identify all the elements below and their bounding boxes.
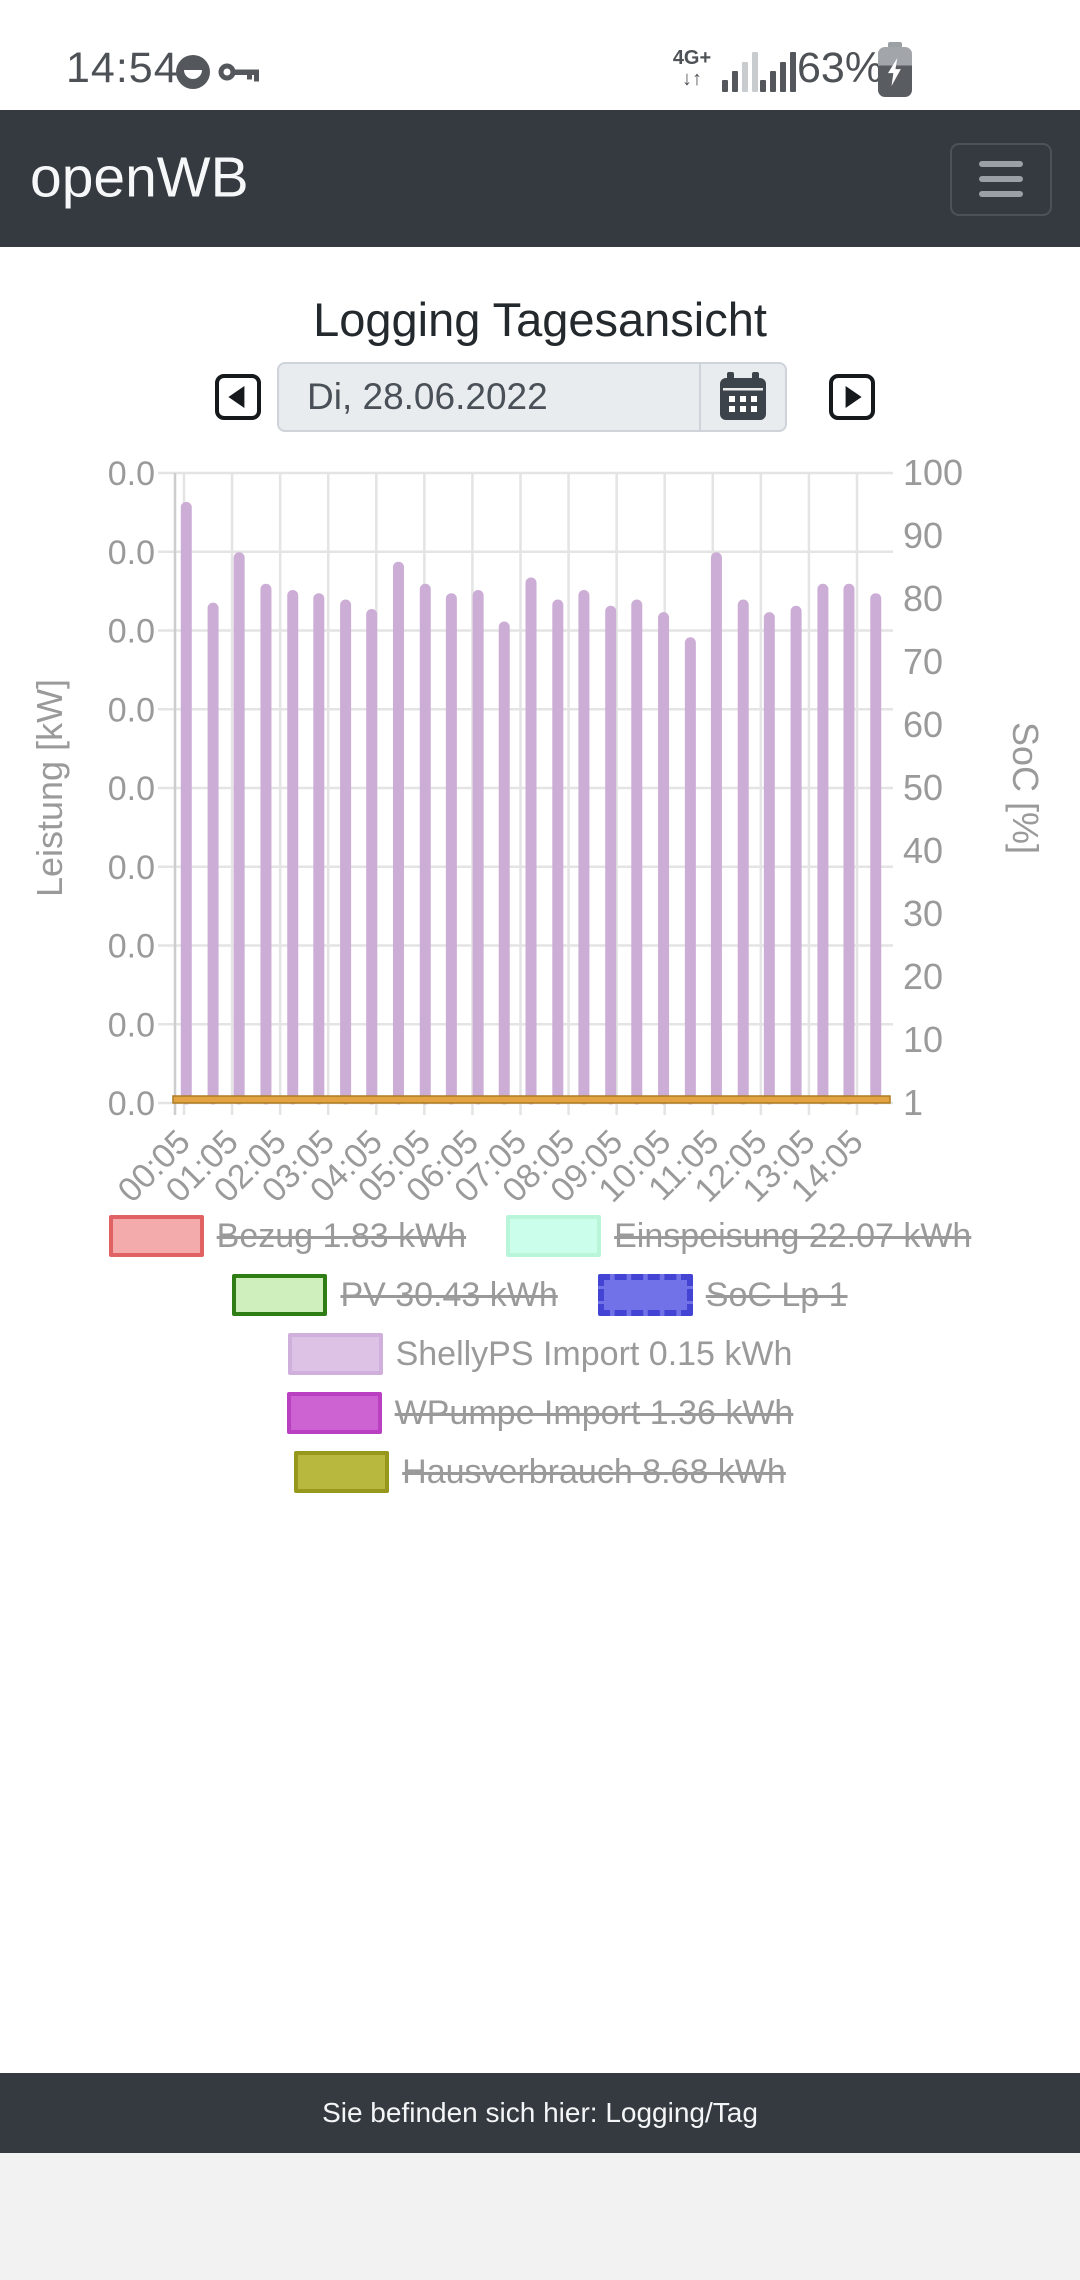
legend-swatch <box>294 1451 390 1493</box>
right-axis-title: SoC [%] <box>1005 722 1046 854</box>
right-axis-tick: 90 <box>903 515 943 556</box>
legend-swatch <box>108 1215 204 1257</box>
legend-swatch <box>232 1274 328 1316</box>
calendar-button[interactable] <box>699 364 785 430</box>
right-axis-tick: 40 <box>903 830 943 871</box>
breadcrumb-bar: Sie befinden sich hier: Logging/Tag <box>0 2073 1080 2153</box>
left-axis-tick: 0.0 <box>108 770 155 808</box>
legend-label: ShellyPS Import 0.15 kWh <box>395 1334 793 1373</box>
battery-percent: 63% <box>797 44 884 92</box>
battery-charging-icon <box>878 42 912 98</box>
legend-label: SoC Lp 1 <box>705 1275 848 1314</box>
vpn-key-icon <box>218 58 264 91</box>
right-axis-tick: 80 <box>903 578 943 619</box>
left-axis-tick: 0.0 <box>108 613 155 651</box>
notification-smiley-icon <box>174 53 212 96</box>
right-axis-tick: 70 <box>903 641 943 682</box>
legend-label: Bezug 1.83 kWh <box>216 1216 467 1255</box>
left-axis-tick: 0.0 <box>108 1085 155 1123</box>
breadcrumb: Sie befinden sich hier: Logging/Tag <box>322 2097 758 2128</box>
date-input[interactable] <box>279 364 699 430</box>
legend-item[interactable]: ShellyPS Import 0.15 kWh <box>287 1333 793 1375</box>
clock: 14:54 <box>66 44 179 92</box>
date-navigation <box>0 362 1080 432</box>
legend-item[interactable]: Hausverbrauch 8.68 kWh <box>294 1451 786 1493</box>
right-axis-tick: 100 <box>903 452 963 493</box>
caret-left-icon <box>228 386 245 408</box>
legend-label: WPumpe Import 1.36 kWh <box>394 1393 794 1432</box>
left-axis-title: Leistung [kW] <box>29 679 70 897</box>
legend-swatch <box>597 1274 693 1316</box>
right-axis-tick: 30 <box>903 893 943 934</box>
legend-swatch <box>506 1215 602 1257</box>
baseline <box>172 1095 891 1104</box>
next-day-button[interactable] <box>829 374 875 420</box>
android-nav-bar <box>0 2153 1080 2280</box>
chart-legend: Bezug 1.83 kWh Einspeisung 22.07 kWh PV 30… <box>0 1215 1080 1493</box>
network-type-indicator: 4G+ ↓↑ <box>672 47 712 90</box>
app-header: openWB <box>0 110 1080 247</box>
signal-strength-icon-sim2 <box>760 52 796 92</box>
left-axis-tick: 0.0 <box>108 691 155 729</box>
left-axis-tick: 0.0 <box>108 1006 155 1044</box>
left-axis-tick: 0.0 <box>108 849 155 887</box>
daily-log-chart[interactable]: 0.0 0.0 0.0 0.0 0.0 0.0 0.0 0.0 0.0 00:05 01:05 02:… <box>0 440 1080 1210</box>
right-axis-tick: 1 <box>903 1082 923 1123</box>
legend-swatch <box>287 1333 383 1375</box>
legend-item[interactable]: WPumpe Import 1.36 kWh <box>286 1392 794 1434</box>
app-title: openWB <box>30 145 249 210</box>
legend-item[interactable]: Einspeisung 22.07 kWh <box>506 1215 971 1257</box>
signal-strength-icon-sim1 <box>722 52 758 92</box>
calendar-icon <box>720 372 766 420</box>
right-axis-tick: 10 <box>903 1019 943 1060</box>
page-title: Logging Tagesansicht <box>313 293 767 346</box>
legend-item[interactable]: SoC Lp 1 <box>597 1274 848 1316</box>
legend-item[interactable]: PV 30.43 kWh <box>232 1274 558 1316</box>
legend-swatch <box>286 1392 382 1434</box>
legend-label: Einspeisung 22.07 kWh <box>614 1216 972 1255</box>
left-axis-tick: 0.0 <box>108 534 155 572</box>
legend-label: PV 30.43 kWh <box>340 1275 558 1314</box>
left-axis-tick: 0.0 <box>108 928 155 966</box>
right-axis-tick: 50 <box>903 767 943 808</box>
legend-label: Hausverbrauch 8.68 kWh <box>402 1452 786 1491</box>
caret-right-icon <box>845 386 862 408</box>
right-axis-tick: 20 <box>903 956 943 997</box>
left-axis-tick: 0.0 <box>108 455 155 493</box>
date-input-group <box>277 362 787 432</box>
right-axis-tick: 60 <box>903 704 943 745</box>
previous-day-button[interactable] <box>215 374 261 420</box>
menu-toggle-button[interactable] <box>950 143 1052 216</box>
legend-item[interactable]: Bezug 1.83 kWh <box>108 1215 467 1257</box>
status-bar: 14:54 4G+ ↓↑ 63% <box>0 0 1080 110</box>
hamburger-icon <box>979 161 1023 167</box>
